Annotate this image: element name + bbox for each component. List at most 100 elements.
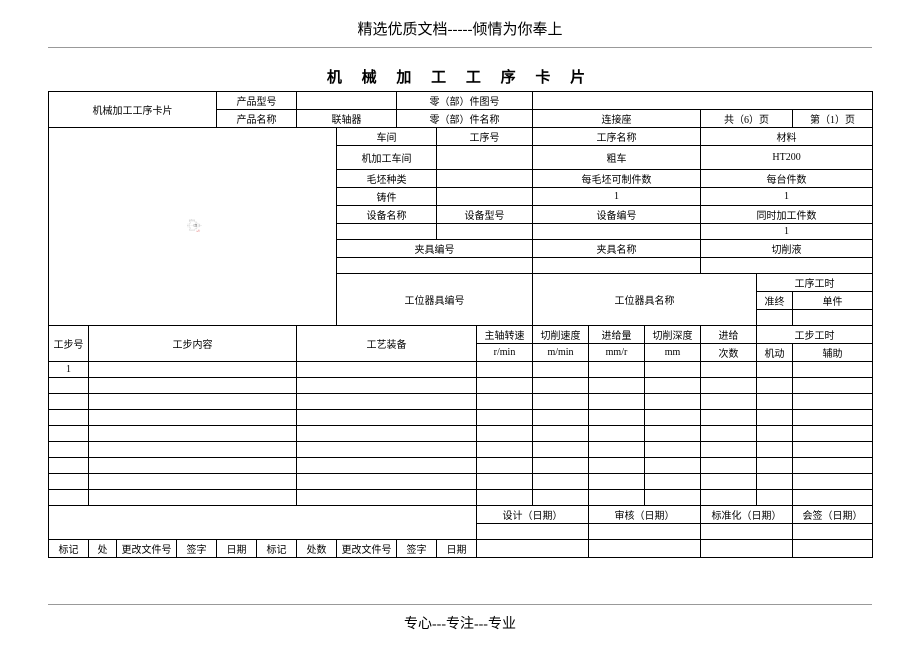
hdr-cutspeed: 切削速度 bbox=[533, 326, 589, 344]
part-drawing-no-label: 零（部）件图号 bbox=[397, 92, 533, 110]
rev-blank4 bbox=[793, 540, 873, 558]
part-drawing-svg: 76 φ78 29 20 φ 铸件毛坯 压铸圆角未浇R2 bbox=[51, 219, 334, 232]
hdr-feedcnt-sub: 次数 bbox=[701, 344, 757, 362]
rev-blank1 bbox=[477, 540, 589, 558]
table-row bbox=[49, 426, 873, 442]
svg-text:φ78: φ78 bbox=[201, 224, 203, 225]
fixture-name-label: 夹具名称 bbox=[533, 240, 701, 258]
hdr-mach: 机动 bbox=[757, 344, 793, 362]
hdr-feed-unit: mm/r bbox=[589, 344, 645, 362]
cosign-val bbox=[793, 524, 873, 540]
svg-text:76: 76 bbox=[192, 219, 193, 220]
design-val bbox=[477, 524, 589, 540]
table-row bbox=[49, 410, 873, 426]
step-cutspeed bbox=[533, 362, 589, 378]
rev-date2: 日期 bbox=[437, 540, 477, 558]
rev-blank2 bbox=[589, 540, 701, 558]
coolant bbox=[701, 258, 873, 274]
hdr-feedcnt: 进给 bbox=[701, 326, 757, 344]
product-name-label: 产品名称 bbox=[217, 110, 297, 128]
process-name: 粗车 bbox=[533, 146, 701, 170]
hdr-depth-unit: mm bbox=[645, 344, 701, 362]
design-label: 设计（日期） bbox=[477, 506, 589, 524]
blank-type-label: 毛坯种类 bbox=[337, 170, 437, 188]
svg-text:压铸圆角未浇R2: 压铸圆角未浇R2 bbox=[196, 230, 200, 232]
product-model-label: 产品型号 bbox=[217, 92, 297, 110]
process-no bbox=[437, 146, 533, 170]
equip-model-label: 设备型号 bbox=[437, 206, 533, 224]
part-name-label: 零（部）件名称 bbox=[397, 110, 533, 128]
table-row bbox=[49, 378, 873, 394]
rev-sign2: 签字 bbox=[397, 540, 437, 558]
rev-blank3 bbox=[701, 540, 793, 558]
step-aux bbox=[793, 362, 873, 378]
fixture-no bbox=[337, 258, 533, 274]
product-name: 联轴器 bbox=[297, 110, 397, 128]
parts-per-unit-label: 每台件数 bbox=[701, 170, 873, 188]
tool-station-name-label: 工位器具名称 bbox=[533, 274, 757, 326]
page-header: 精选优质文档-----倾情为你奉上 bbox=[48, 0, 872, 48]
hdr-tooling: 工艺装备 bbox=[297, 326, 477, 362]
hdr-aux: 辅助 bbox=[793, 344, 873, 362]
doc-title: 机 械 加 工 工 序 卡 片 bbox=[0, 66, 920, 87]
simul-parts-label: 同时加工件数 bbox=[701, 206, 873, 224]
rev-mark2: 标记 bbox=[257, 540, 297, 558]
process-hours-label: 工序工时 bbox=[757, 274, 873, 292]
rev-sign: 签字 bbox=[177, 540, 217, 558]
equip-name bbox=[337, 224, 437, 240]
approval-blank bbox=[49, 506, 477, 540]
workshop: 机加工车间 bbox=[337, 146, 437, 170]
part-drawing-no bbox=[533, 92, 873, 110]
svg-text:铸件毛坯: 铸件毛坯 bbox=[198, 229, 200, 231]
rev-docno2: 更改文件号 bbox=[337, 540, 397, 558]
page-footer: 专心---专注---专业 bbox=[48, 604, 872, 633]
std-label: 标准化（日期） bbox=[701, 506, 793, 524]
step-spindle bbox=[477, 362, 533, 378]
card-name-cell: 机械加工工序卡片 bbox=[49, 92, 217, 128]
product-model bbox=[297, 92, 397, 110]
rev-docno: 更改文件号 bbox=[117, 540, 177, 558]
step-no: 1 bbox=[49, 362, 89, 378]
hdr-depth: 切削深度 bbox=[645, 326, 701, 344]
hdr-feed: 进给量 bbox=[589, 326, 645, 344]
prep-val bbox=[757, 310, 793, 326]
check-label: 审核（日期） bbox=[589, 506, 701, 524]
parts-per-blank-label: 每毛坯可制件数 bbox=[533, 170, 701, 188]
table-row bbox=[49, 458, 873, 474]
check-val bbox=[589, 524, 701, 540]
step-depth bbox=[645, 362, 701, 378]
part-name: 连接座 bbox=[533, 110, 701, 128]
page-num: 第（1）页 bbox=[793, 110, 873, 128]
blank-type: 铸件 bbox=[337, 188, 437, 206]
step-content bbox=[89, 362, 297, 378]
hdr-spindle-unit: r/min bbox=[477, 344, 533, 362]
equip-model bbox=[437, 224, 533, 240]
hdr-step-hours: 工步工时 bbox=[757, 326, 873, 344]
table-row bbox=[49, 474, 873, 490]
svg-text:φ: φ bbox=[187, 224, 188, 225]
table-row bbox=[49, 394, 873, 410]
empty2 bbox=[437, 188, 533, 206]
prep-label: 准终 bbox=[757, 292, 793, 310]
table-row: 1 bbox=[49, 362, 873, 378]
step-feedcnt bbox=[701, 362, 757, 378]
parts-per-unit: 1 bbox=[701, 188, 873, 206]
process-no-label: 工序号 bbox=[437, 128, 533, 146]
drawing-cell: 76 φ78 29 20 φ 铸件毛坯 压铸圆角未浇R2 bbox=[49, 128, 337, 326]
hdr-cutspeed-unit: m/min bbox=[533, 344, 589, 362]
equip-no bbox=[533, 224, 701, 240]
material: HT200 bbox=[701, 146, 873, 170]
cosign-label: 会签（日期） bbox=[793, 506, 873, 524]
fixture-name bbox=[533, 258, 701, 274]
step-tooling bbox=[297, 362, 477, 378]
simul-parts: 1 bbox=[701, 224, 873, 240]
hdr-spindle: 主轴转速 bbox=[477, 326, 533, 344]
rev-mark: 标记 bbox=[49, 540, 89, 558]
process-name-label: 工序名称 bbox=[533, 128, 701, 146]
unit-piece-val bbox=[793, 310, 873, 326]
hdr-step-no: 工步号 bbox=[49, 326, 89, 362]
equip-no-label: 设备编号 bbox=[533, 206, 701, 224]
hdr-step-content: 工步内容 bbox=[89, 326, 297, 362]
process-card-table: 机械加工工序卡片 产品型号 零（部）件图号 产品名称 联轴器 零（部）件名称 连… bbox=[48, 91, 873, 558]
equip-name-label: 设备名称 bbox=[337, 206, 437, 224]
